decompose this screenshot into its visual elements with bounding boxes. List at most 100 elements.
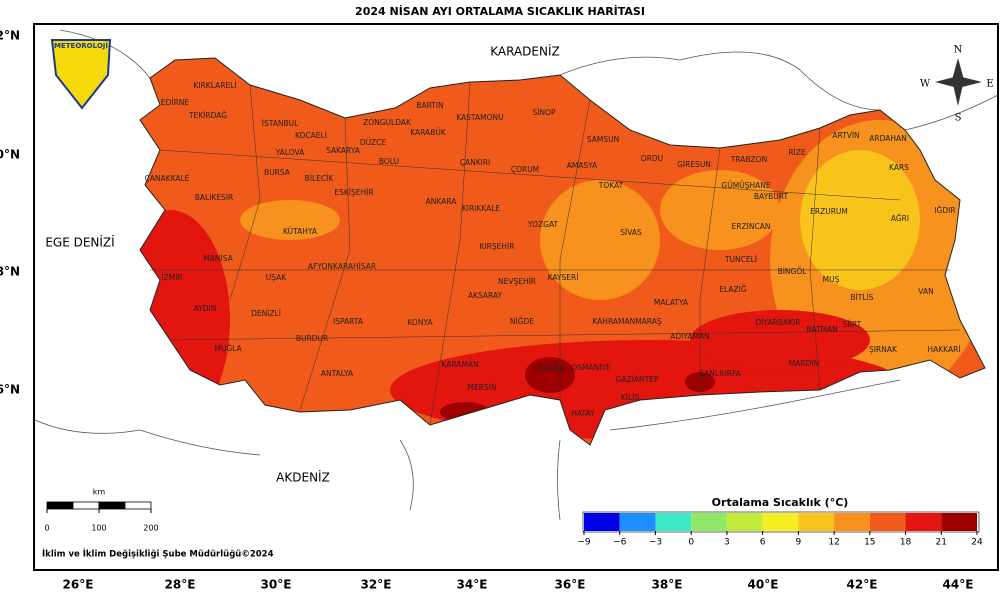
province-label: RİZE [788, 148, 806, 157]
compass-letter: N [954, 45, 963, 56]
province-label: KIRIKKALE [462, 204, 501, 213]
province-label: TOKAT [598, 181, 624, 190]
province-label: ANTALYA [321, 369, 354, 378]
province-label: SİİRT [843, 320, 862, 329]
colorbar-tick-label: 12 [828, 538, 839, 548]
province-label: SAMSUN [587, 135, 619, 144]
colorbar: −9 −6 −3 0 3 6 9 12 15 18 21 24 [577, 511, 983, 548]
compass [935, 58, 982, 106]
province-label: NİĞDE [510, 317, 534, 326]
province-label: AĞRI [891, 214, 909, 223]
province-label: ÇANKIRI [460, 158, 491, 167]
province-label: TEKİRDAĞ [188, 111, 227, 120]
logo-text: METEOROLOJİ [54, 41, 108, 50]
sea-label: KARADENİZ [490, 44, 560, 59]
longitude-label: 38°E [652, 578, 683, 592]
province-label: AMASYA [567, 161, 598, 170]
province-label: MUŞ [823, 275, 840, 284]
province-label: BATMAN [806, 325, 838, 334]
colorbar-bin [834, 513, 870, 531]
colorbar-bin [691, 513, 727, 531]
province-label: ADANA [538, 364, 566, 373]
colorbar-tick-label: −9 [577, 538, 591, 548]
scale-segment [124, 501, 152, 510]
province-label: AKSARAY [468, 291, 503, 300]
province-label: ZONGULDAK [363, 118, 412, 127]
longitude-label: 32°E [361, 578, 392, 592]
neighbor-coastlines [34, 29, 999, 521]
province-label: HAKKARİ [927, 345, 960, 354]
province-label: EDİRNE [161, 98, 190, 107]
province-label: BURSA [264, 168, 291, 177]
province-label: OSMANİYE [571, 363, 611, 372]
province-label: BARTIN [416, 101, 443, 110]
province-borders [150, 81, 961, 426]
province-label: ANKARA [426, 197, 458, 206]
province-label: BOLU [379, 157, 399, 166]
province-label: ŞIRNAK [869, 345, 898, 354]
scale-segment [46, 501, 74, 510]
colorbar-bin [726, 513, 763, 531]
province-label: KOCAELİ [295, 131, 327, 140]
scale-unit: km [93, 488, 106, 497]
province-label: GÜMÜŞHANE [721, 181, 770, 190]
colorbar-tick-label: 6 [760, 538, 766, 548]
colorbar-bin [619, 513, 656, 531]
scale-segment [72, 501, 100, 510]
longitude-label: 44°E [943, 578, 974, 592]
province-label: BİNGÖL [778, 267, 808, 276]
province-label: UŞAK [266, 273, 288, 282]
province-label: SAKARYA [326, 146, 361, 155]
province-label: VAN [918, 287, 933, 296]
longitude-label: 34°E [457, 578, 488, 592]
province-label: ESKİŞEHİR [334, 188, 373, 197]
map-title: 2024 NİSAN AYI ORTALAMA SICAKLIK HARİTAS… [355, 4, 645, 18]
province-label: GAZİANTEP [616, 375, 659, 384]
province-label: ERZİNCAN [732, 222, 771, 231]
province-label: AYDIN [194, 304, 217, 313]
colorbar-bin [762, 513, 799, 531]
province-label: ISPARTA [333, 317, 364, 326]
province-label: ELAZIĞ [719, 285, 747, 294]
province-label: KAHRAMANMARAŞ [592, 317, 661, 326]
colorbar-bin [655, 513, 692, 531]
province-label: KASTAMONU [456, 113, 503, 122]
colorbar-tick-label: 21 [936, 538, 947, 548]
province-label: KONYA [407, 318, 433, 327]
colorbar-bin [905, 513, 942, 531]
province-label: MANİSA [203, 254, 233, 263]
colorbar-bin [584, 513, 620, 531]
province-label: İZMİR [161, 273, 182, 282]
province-label: İSTANBUL [262, 119, 299, 128]
latitude-label: 40°N [0, 148, 20, 162]
colorbar-tick-label: −3 [649, 538, 662, 548]
province-label: MARDİN [789, 359, 819, 368]
province-label: KİLİS [621, 393, 640, 402]
colorbar-bin [798, 513, 835, 531]
colorbar-bin [941, 513, 977, 531]
province-label: DÜZCE [360, 138, 387, 147]
colorbar-tick-label: 9 [795, 538, 801, 548]
legend-title: Ortalama Sıcaklık (°C) [712, 496, 849, 509]
scale-tick-label: 0 [44, 524, 49, 533]
province-label: BALIKESİR [195, 193, 234, 202]
longitude-label: 26°E [63, 578, 94, 592]
colorbar-tick-label: 3 [724, 538, 730, 548]
scale-bar: km 0 100 200 [44, 488, 158, 533]
province-label: GİRESUN [677, 160, 711, 169]
province-label: BAYBURT [754, 192, 789, 201]
latitude-label: 42°N [0, 29, 20, 43]
province-label: ARTVİN [832, 131, 859, 140]
province-label: ORDU [641, 154, 663, 163]
province-label: BURDUR [296, 334, 328, 343]
province-label: IĞDIR [934, 206, 955, 215]
province-label: MERSİN [467, 383, 496, 392]
province-label: DİYARBAKIR [756, 318, 801, 327]
latitude-label: 38°N [0, 265, 20, 279]
compass-letter: W [920, 79, 931, 90]
province-label: BİTLİS [850, 293, 873, 302]
province-label: YOZGAT [527, 220, 559, 229]
province-label: SİNOP [532, 108, 555, 117]
province-label: TUNCELİ [724, 255, 757, 264]
province-label: KAYSERİ [548, 273, 579, 282]
